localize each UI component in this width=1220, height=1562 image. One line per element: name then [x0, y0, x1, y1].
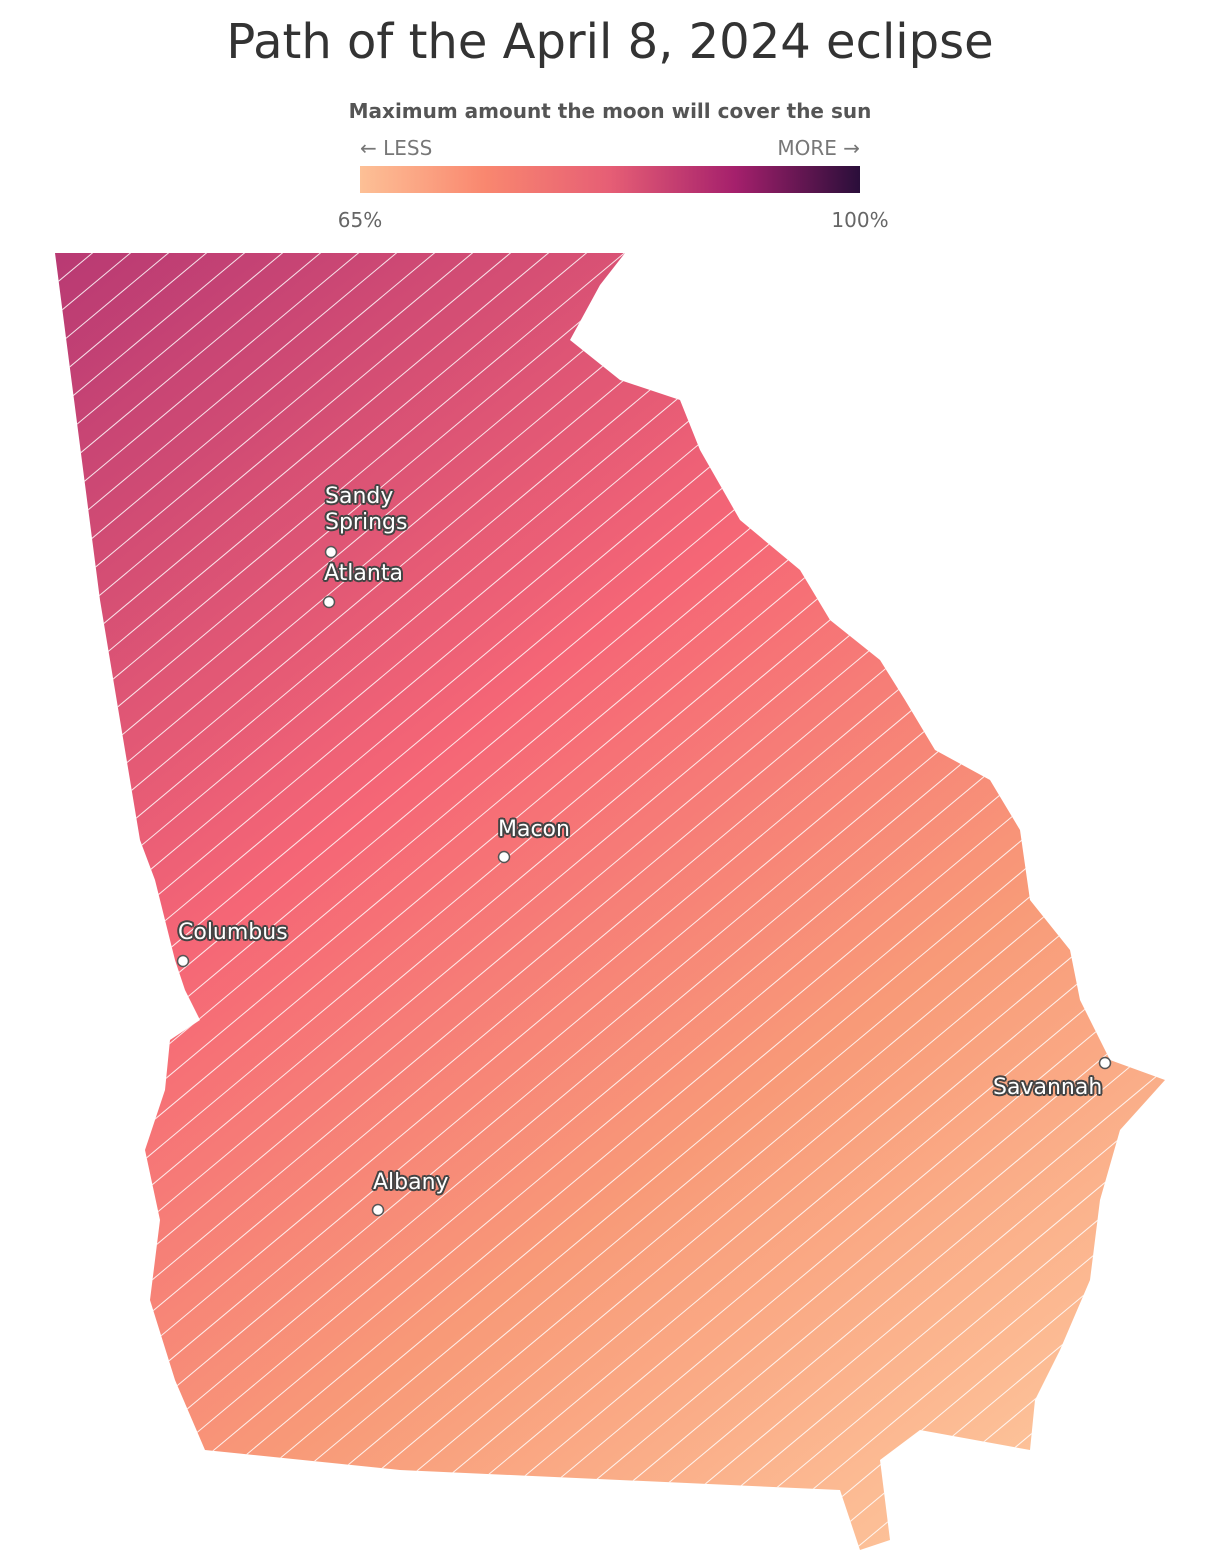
hatch-line — [1212, 100, 1220, 1562]
hatch-line — [55, 253, 467, 1550]
hatch-line — [55, 253, 733, 1550]
hatch-line — [337, 253, 1165, 1550]
hatch-line — [375, 253, 1165, 1550]
hatch-line — [55, 253, 657, 1550]
hatch-line — [1097, 253, 1165, 1550]
hatch-line — [55, 253, 619, 1550]
legend-more: MORE → — [777, 136, 860, 160]
hatch-line — [55, 253, 847, 1550]
legend-title: Maximum amount the moon will cover the s… — [348, 99, 872, 123]
hatch-line — [55, 253, 809, 1550]
city-label: Columbus — [178, 920, 288, 945]
city-dot — [497, 850, 511, 864]
city-label: Macon — [498, 817, 570, 842]
hatch-line — [641, 253, 1165, 1550]
hatch-line — [489, 253, 1165, 1550]
hatch-line — [1135, 253, 1165, 1550]
city-label: Savannah — [993, 1075, 1103, 1100]
hatch-line — [55, 253, 429, 1550]
city-label: Sandy Springs — [325, 484, 408, 535]
hatch-line — [55, 253, 1165, 1550]
hatch-line — [717, 253, 1165, 1550]
city-dot — [371, 1203, 385, 1217]
hatch-line — [55, 253, 1165, 1550]
hatch-line — [565, 253, 1165, 1550]
hatch-line — [109, 253, 1165, 1550]
hatch-line — [55, 253, 391, 1550]
hatch-line — [55, 253, 581, 1550]
hatch-line — [55, 253, 695, 1550]
hatch-line — [55, 253, 1165, 1550]
city-label: Albany — [373, 1170, 449, 1195]
hatch-line — [55, 253, 1165, 1550]
hatch-line — [1059, 253, 1165, 1550]
georgia-shape — [55, 253, 1165, 1550]
legend-tick-label: 100% — [831, 208, 888, 232]
city-dot — [324, 545, 338, 559]
hatch-line — [299, 253, 1165, 1550]
hatch-line — [55, 253, 1165, 1550]
hatch-line — [55, 253, 543, 1550]
hatch-line — [755, 253, 1165, 1550]
city-dot — [176, 954, 190, 968]
hatch-line — [679, 253, 1165, 1550]
hatch-line — [55, 253, 771, 1550]
hatch-line — [603, 253, 1165, 1550]
title: Path of the April 8, 2024 eclipse — [226, 14, 994, 70]
hatch-line — [1174, 100, 1220, 1562]
color-ramp — [360, 166, 860, 193]
hatch-line — [413, 253, 1165, 1550]
city-label: Atlanta — [324, 561, 403, 586]
city-dot — [322, 595, 336, 609]
city-dot — [1098, 1056, 1112, 1070]
hatch-line — [71, 253, 1165, 1550]
hatch-line — [527, 253, 1165, 1550]
hatch-line — [451, 253, 1165, 1550]
legend-tick-label: 65% — [338, 208, 382, 232]
hatch-line — [55, 253, 505, 1550]
legend-less: ← LESS — [360, 136, 433, 160]
hatch-line — [55, 253, 1165, 1550]
hatch-line — [55, 253, 1165, 1550]
